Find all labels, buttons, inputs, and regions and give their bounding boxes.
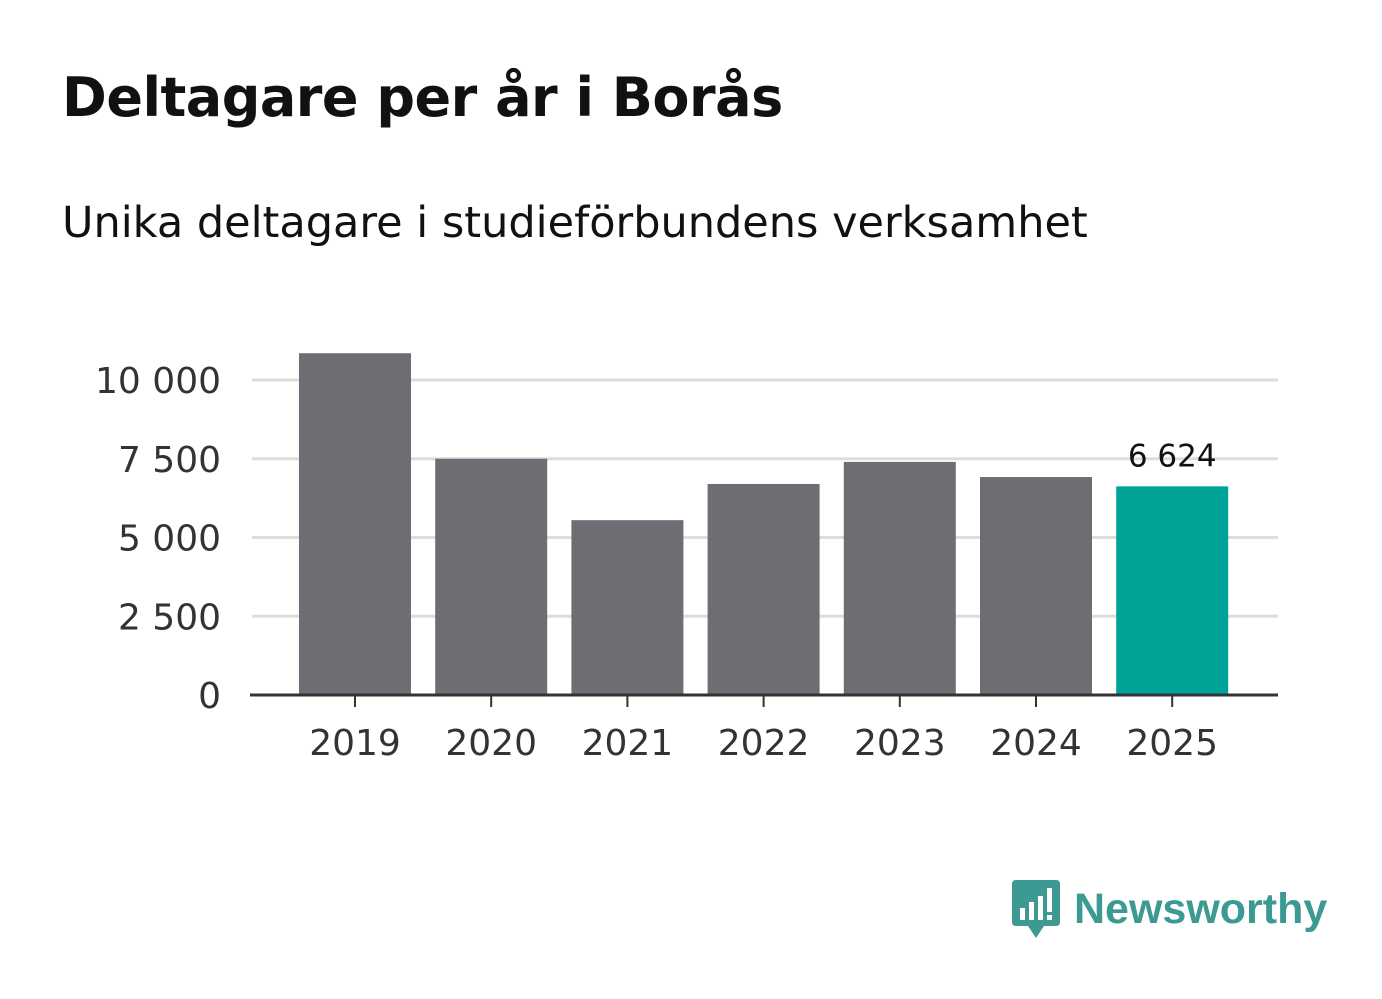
x-tick-label: 2024 (990, 723, 1082, 764)
y-tick-label: 2 500 (118, 597, 221, 638)
bar-2020 (435, 458, 548, 695)
newsworthy-logo: Newsworthy (1010, 878, 1327, 940)
axes (250, 693, 1278, 707)
x-tick-label: 2023 (854, 723, 946, 764)
y-tick-label: 7 500 (118, 440, 221, 481)
y-tick-label: 10 000 (95, 361, 221, 402)
x-tick-label: 2021 (582, 723, 674, 764)
y-tick-label: 0 (198, 676, 221, 717)
x-tick-label: 2020 (445, 723, 537, 764)
bars (299, 353, 1229, 695)
x-tick-label: 2022 (718, 723, 810, 764)
data-label: 6 624 (1128, 438, 1217, 474)
chart-subtitle: Unika deltagare i studieförbundens verks… (62, 198, 1088, 248)
chart-title: Deltagare per år i Borås (62, 66, 783, 129)
bar-2022 (707, 483, 820, 695)
bar-2025 (1116, 486, 1229, 695)
x-tick-label: 2019 (309, 723, 401, 764)
bar-2019 (299, 353, 411, 695)
y-tick-label: 5 000 (118, 519, 221, 560)
x-tick-label: 2025 (1126, 723, 1218, 764)
bar-2024 (980, 477, 1092, 695)
bar-2021 (571, 520, 684, 695)
brand-name: Newsworthy (1074, 884, 1328, 933)
newsworthy-logo-icon (1012, 880, 1060, 938)
labels: 0 2 500 5 000 7 500 10 000 2019 2020 2021 2022 20… (95, 361, 1218, 764)
bar-2023 (843, 461, 956, 695)
